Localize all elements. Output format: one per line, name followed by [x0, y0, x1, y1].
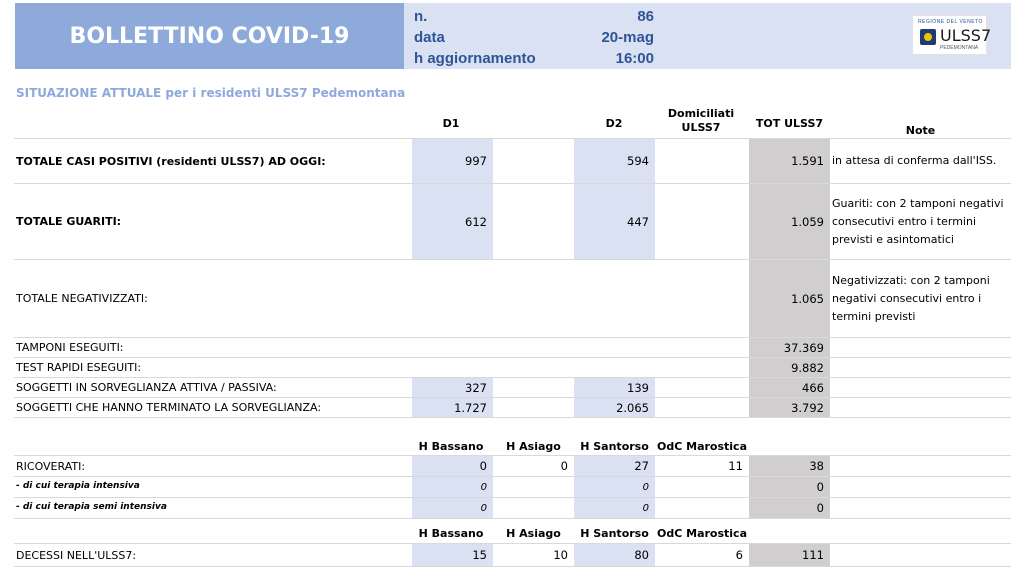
row-positivi: TOTALE CASI POSITIVI (residenti ULSS7) A… [14, 138, 1011, 184]
logo-region-text: REGIONE DEL VENETO [918, 19, 983, 25]
row-tamponi-label: TAMPONI ESEGUITI: [16, 341, 124, 354]
hosp-header-marostica: OdC Marostica [657, 440, 747, 453]
row-guariti-d1: 612 [412, 184, 493, 259]
row-sorveglianza-d1: 327 [412, 378, 493, 397]
hosp-header-santorso: H Santorso [580, 440, 649, 453]
row-sorveglianza-tot: 466 [749, 378, 830, 397]
hosp-header-bassano-2: H Bassano [418, 527, 484, 540]
row-decessi: DECESSI NELL'ULSS7: 15 10 80 6 111 [14, 543, 1011, 567]
row-ricoverati-tot: 38 [749, 456, 830, 476]
hosp-header-asiago-2: H Asiago [506, 527, 561, 540]
row-sorveglianza-d2: 139 [574, 378, 655, 397]
row-guariti-note: Guariti: con 2 tamponi negativi consecut… [832, 196, 1004, 246]
bulletin-title: BOLLETTINO COVID-19 [15, 3, 404, 69]
row-ricoverati-bassano: 0 [412, 456, 493, 476]
row-negativizzati-label: TOTALE NEGATIVIZZATI: [16, 292, 148, 305]
row-intensiva-label: - di cui terapia intensiva [16, 481, 140, 491]
col-header-domiciliati: Domiciliati ULSS7 [655, 107, 747, 135]
row-terminato-d1: 1.727 [412, 398, 493, 417]
row-semi-intensiva-santorso: 0 [574, 498, 655, 518]
row-decessi-bassano: 15 [412, 544, 493, 566]
row-sorveglianza-label: SOGGETTI IN SORVEGLIANZA ATTIVA / PASSIV… [16, 381, 277, 394]
row-semi-intensiva: - di cui terapia semi intensiva 0 0 0 [14, 498, 1011, 519]
col-header-domiciliati-line1: Domiciliati [667, 107, 735, 120]
row-semi-intensiva-tot: 0 [749, 498, 830, 518]
logo-sub-text: PEDEMONTANA [940, 45, 979, 51]
row-positivi-tot: 1.591 [749, 139, 830, 183]
row-guariti-label: TOTALE GUARITI: [16, 215, 122, 228]
row-terminato-d2: 2.065 [574, 398, 655, 417]
hosp-header-asiago: H Asiago [506, 440, 561, 453]
meta-date-value: 20-mag [601, 29, 654, 46]
row-guariti: TOTALE GUARITI: 612 447 1.059 Guariti: c… [14, 184, 1011, 260]
row-ricoverati-marostica: 11 [728, 459, 743, 473]
meta-number: n. 86 [414, 6, 654, 28]
row-test-rapidi-label: TEST RAPIDI ESEGUITI: [16, 361, 142, 374]
row-intensiva-santorso: 0 [574, 477, 655, 497]
row-terminato-label: SOGGETTI CHE HANNO TERMINATO LA SORVEGLI… [16, 401, 322, 414]
row-terminato: SOGGETTI CHE HANNO TERMINATO LA SORVEGLI… [14, 398, 1011, 418]
bulletin-meta: n. 86 data 20-mag h aggiornamento 16:00 [404, 3, 1011, 69]
row-positivi-d2: 594 [574, 139, 655, 183]
row-decessi-asiago: 10 [553, 548, 568, 562]
row-positivi-d1: 997 [412, 139, 493, 183]
hosp-header-bassano: H Bassano [418, 440, 484, 453]
logo-name: ULSS7 [940, 26, 992, 45]
row-sorveglianza: SOGGETTI IN SORVEGLIANZA ATTIVA / PASSIV… [14, 378, 1011, 398]
meta-number-label: n. [414, 8, 428, 25]
row-guariti-d2: 447 [574, 184, 655, 259]
row-tamponi-tot: 37.369 [749, 338, 830, 357]
region-emblem-icon [920, 29, 936, 45]
row-decessi-santorso: 80 [574, 544, 655, 566]
row-ricoverati: RICOVERATI: 0 0 27 11 38 [14, 455, 1011, 477]
row-ricoverati-label: RICOVERATI: [16, 460, 86, 473]
row-intensiva-bassano: 0 [412, 477, 493, 497]
hosp-header-marostica-2: OdC Marostica [657, 527, 747, 540]
col-header-d1: D1 [442, 117, 460, 130]
row-intensiva: - di cui terapia intensiva 0 0 0 [14, 477, 1011, 498]
col-header-tot: TOT ULSS7 [755, 117, 824, 130]
row-test-rapidi-tot: 9.882 [749, 358, 830, 377]
row-semi-intensiva-label: - di cui terapia semi intensiva [16, 502, 167, 512]
row-decessi-marostica: 6 [735, 548, 743, 562]
col-header-note: Note [905, 124, 936, 137]
meta-update-time-label: h aggiornamento [414, 50, 536, 67]
col-header-domiciliati-line2: ULSS7 [681, 121, 721, 134]
row-positivi-label: TOTALE CASI POSITIVI (residenti ULSS7) A… [16, 155, 326, 168]
ulss7-logo: REGIONE DEL VENETO ULSS7 PEDEMONTANA [912, 15, 991, 55]
row-decessi-tot: 111 [749, 544, 830, 566]
row-negativizzati: TOTALE NEGATIVIZZATI: 1.065 Negativizzat… [14, 260, 1011, 338]
row-negativizzati-tot: 1.065 [749, 260, 830, 337]
row-guariti-tot: 1.059 [749, 184, 830, 259]
meta-update-time-value: 16:00 [615, 50, 654, 67]
row-semi-intensiva-bassano: 0 [412, 498, 493, 518]
meta-date-label: data [414, 29, 445, 46]
row-terminato-tot: 3.792 [749, 398, 830, 417]
row-negativizzati-note: Negativizzati: con 2 tamponi negativi co… [832, 273, 990, 323]
row-tamponi: TAMPONI ESEGUITI: 37.369 [14, 338, 1011, 358]
meta-update-time: h aggiornamento 16:00 [414, 48, 654, 70]
row-decessi-label: DECESSI NELL'ULSS7: [16, 549, 137, 562]
section-title: SITUAZIONE ATTUALE per i residenti ULSS7… [16, 86, 406, 100]
row-intensiva-tot: 0 [749, 477, 830, 497]
row-ricoverati-santorso: 27 [574, 456, 655, 476]
row-test-rapidi: TEST RAPIDI ESEGUITI: 9.882 [14, 358, 1011, 378]
col-header-d2: D2 [605, 117, 623, 130]
meta-number-value: 86 [637, 8, 654, 25]
hosp-header-santorso-2: H Santorso [580, 527, 649, 540]
meta-date: data 20-mag [414, 27, 654, 49]
row-positivi-note: in attesa di conferma dall'ISS. [832, 154, 997, 167]
row-ricoverati-asiago: 0 [560, 459, 568, 473]
